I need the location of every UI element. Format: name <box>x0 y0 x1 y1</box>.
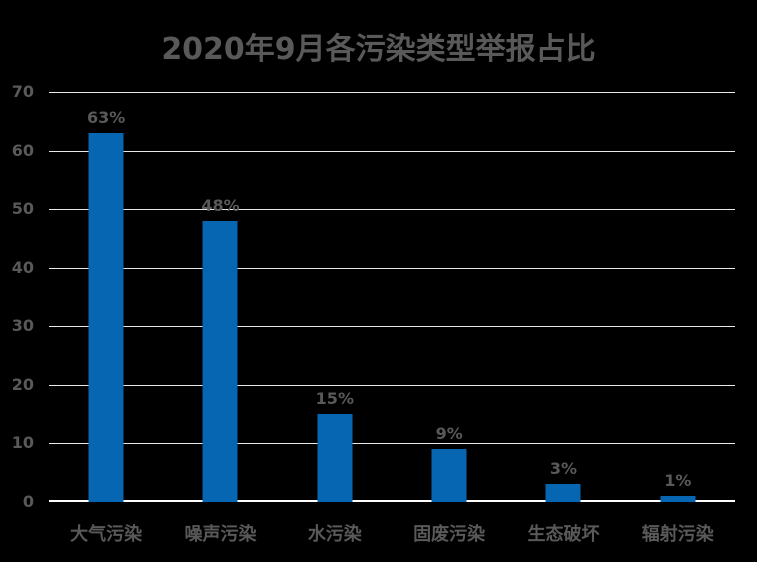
bar-slot: 15% <box>278 92 392 502</box>
x-category-label: 水污染 <box>307 524 362 545</box>
y-tick-label: 30 <box>11 316 34 336</box>
x-category-label: 辐射污染 <box>641 524 714 545</box>
data-label: 63% <box>87 108 126 127</box>
gridline <box>49 209 735 211</box>
bar-slot: 63% <box>49 92 163 502</box>
y-tick-label: 70 <box>11 82 34 101</box>
data-label: 1% <box>664 471 692 491</box>
y-tick-label: 50 <box>11 199 34 219</box>
bar <box>202 220 238 502</box>
x-category-label: 噪声污染 <box>184 524 257 545</box>
gridline <box>49 267 735 269</box>
plot-area: 63% 48% 15% 9% 3% 1% <box>49 92 735 502</box>
x-axis-line <box>49 500 735 502</box>
y-tick-label: 20 <box>11 374 34 394</box>
bar <box>88 133 124 502</box>
x-category-label: 生态破坏 <box>527 524 600 545</box>
gridline <box>49 326 735 328</box>
bar <box>545 484 581 502</box>
bar <box>660 496 696 502</box>
gridline <box>49 150 735 152</box>
gridline <box>49 384 735 386</box>
x-category-label: 固废污染 <box>413 524 486 545</box>
data-label: 15% <box>315 389 354 409</box>
data-label: 9% <box>435 424 463 444</box>
bars-layer: 63% 48% 15% 9% 3% 1% <box>49 92 735 502</box>
y-tick-label: 40 <box>11 257 34 277</box>
x-category-label: 大气污染 <box>70 524 143 545</box>
bar <box>317 414 353 502</box>
y-tick-label: 0 <box>22 492 34 511</box>
grid-layer <box>49 92 735 502</box>
gridline <box>49 443 735 445</box>
y-axis: 0 10 20 30 40 50 60 70 <box>0 84 40 510</box>
bar-slot: 3% <box>506 92 620 502</box>
data-label: 48% <box>201 195 240 215</box>
bar-slot: 48% <box>163 92 277 502</box>
bar-slot: 1% <box>621 92 735 502</box>
data-label: 3% <box>549 459 578 479</box>
y-tick-label: 10 <box>11 433 34 453</box>
chart-title: 2020年9月各污染类型举报占比 <box>161 32 596 67</box>
bar <box>431 449 467 502</box>
gridline <box>49 92 735 93</box>
x-axis: 大气污染 噪声污染 水污染 固废污染 生态破坏 辐射污染 <box>49 520 735 546</box>
bar-slot: 9% <box>392 92 506 502</box>
y-tick-label: 60 <box>11 140 34 160</box>
